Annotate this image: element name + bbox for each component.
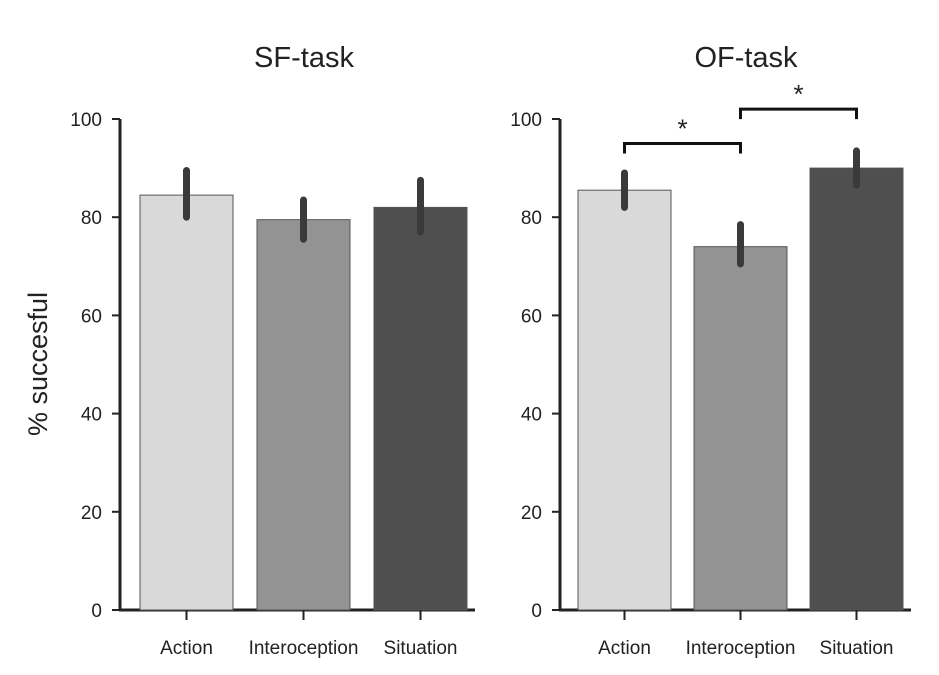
x-tick-label: Situation	[820, 638, 894, 659]
y-tick-label: 0	[531, 601, 542, 622]
panel-title-sf-task: SF-task	[254, 42, 354, 74]
significance-star: *	[793, 79, 803, 109]
y-tick-label: 20	[521, 503, 542, 524]
bar-action	[577, 189, 672, 611]
significance-bracket	[623, 142, 742, 154]
bar-action	[139, 194, 234, 611]
x-tick-label: Interoception	[686, 638, 796, 659]
x-tick-label: Interoception	[249, 638, 359, 659]
bar-interoception	[693, 246, 788, 611]
significance-bracket	[739, 107, 858, 120]
x-tick-label: Situation	[384, 638, 458, 659]
y-tick-label: 80	[81, 208, 102, 229]
y-tick-label: 20	[81, 503, 102, 524]
x-tick-label: Action	[598, 638, 651, 659]
y-tick-label: 0	[91, 601, 102, 622]
bar-interoception	[256, 219, 351, 611]
bar-situation	[809, 167, 904, 611]
x-tick-label: Action	[160, 638, 213, 659]
bar-situation	[373, 206, 468, 611]
y-tick-label: 40	[81, 405, 102, 426]
panel-title-of-task: OF-task	[694, 42, 798, 74]
y-axis-label: % succesful	[23, 292, 53, 436]
y-tick-label: 100	[70, 110, 102, 131]
panel-of-task: OF-task 0 20 40 60 80 100 Action Interoception S…	[510, 42, 911, 659]
y-tick-label: 40	[521, 405, 542, 426]
y-tick-label: 100	[510, 110, 542, 131]
y-tick-label: 60	[521, 306, 542, 327]
significance-star: *	[677, 114, 687, 144]
panel-sf-task: SF-task 0 20 40 60 80 100 Action Interoception S…	[70, 42, 475, 659]
y-tick-label: 60	[81, 306, 102, 327]
y-tick-label: 80	[521, 208, 542, 229]
